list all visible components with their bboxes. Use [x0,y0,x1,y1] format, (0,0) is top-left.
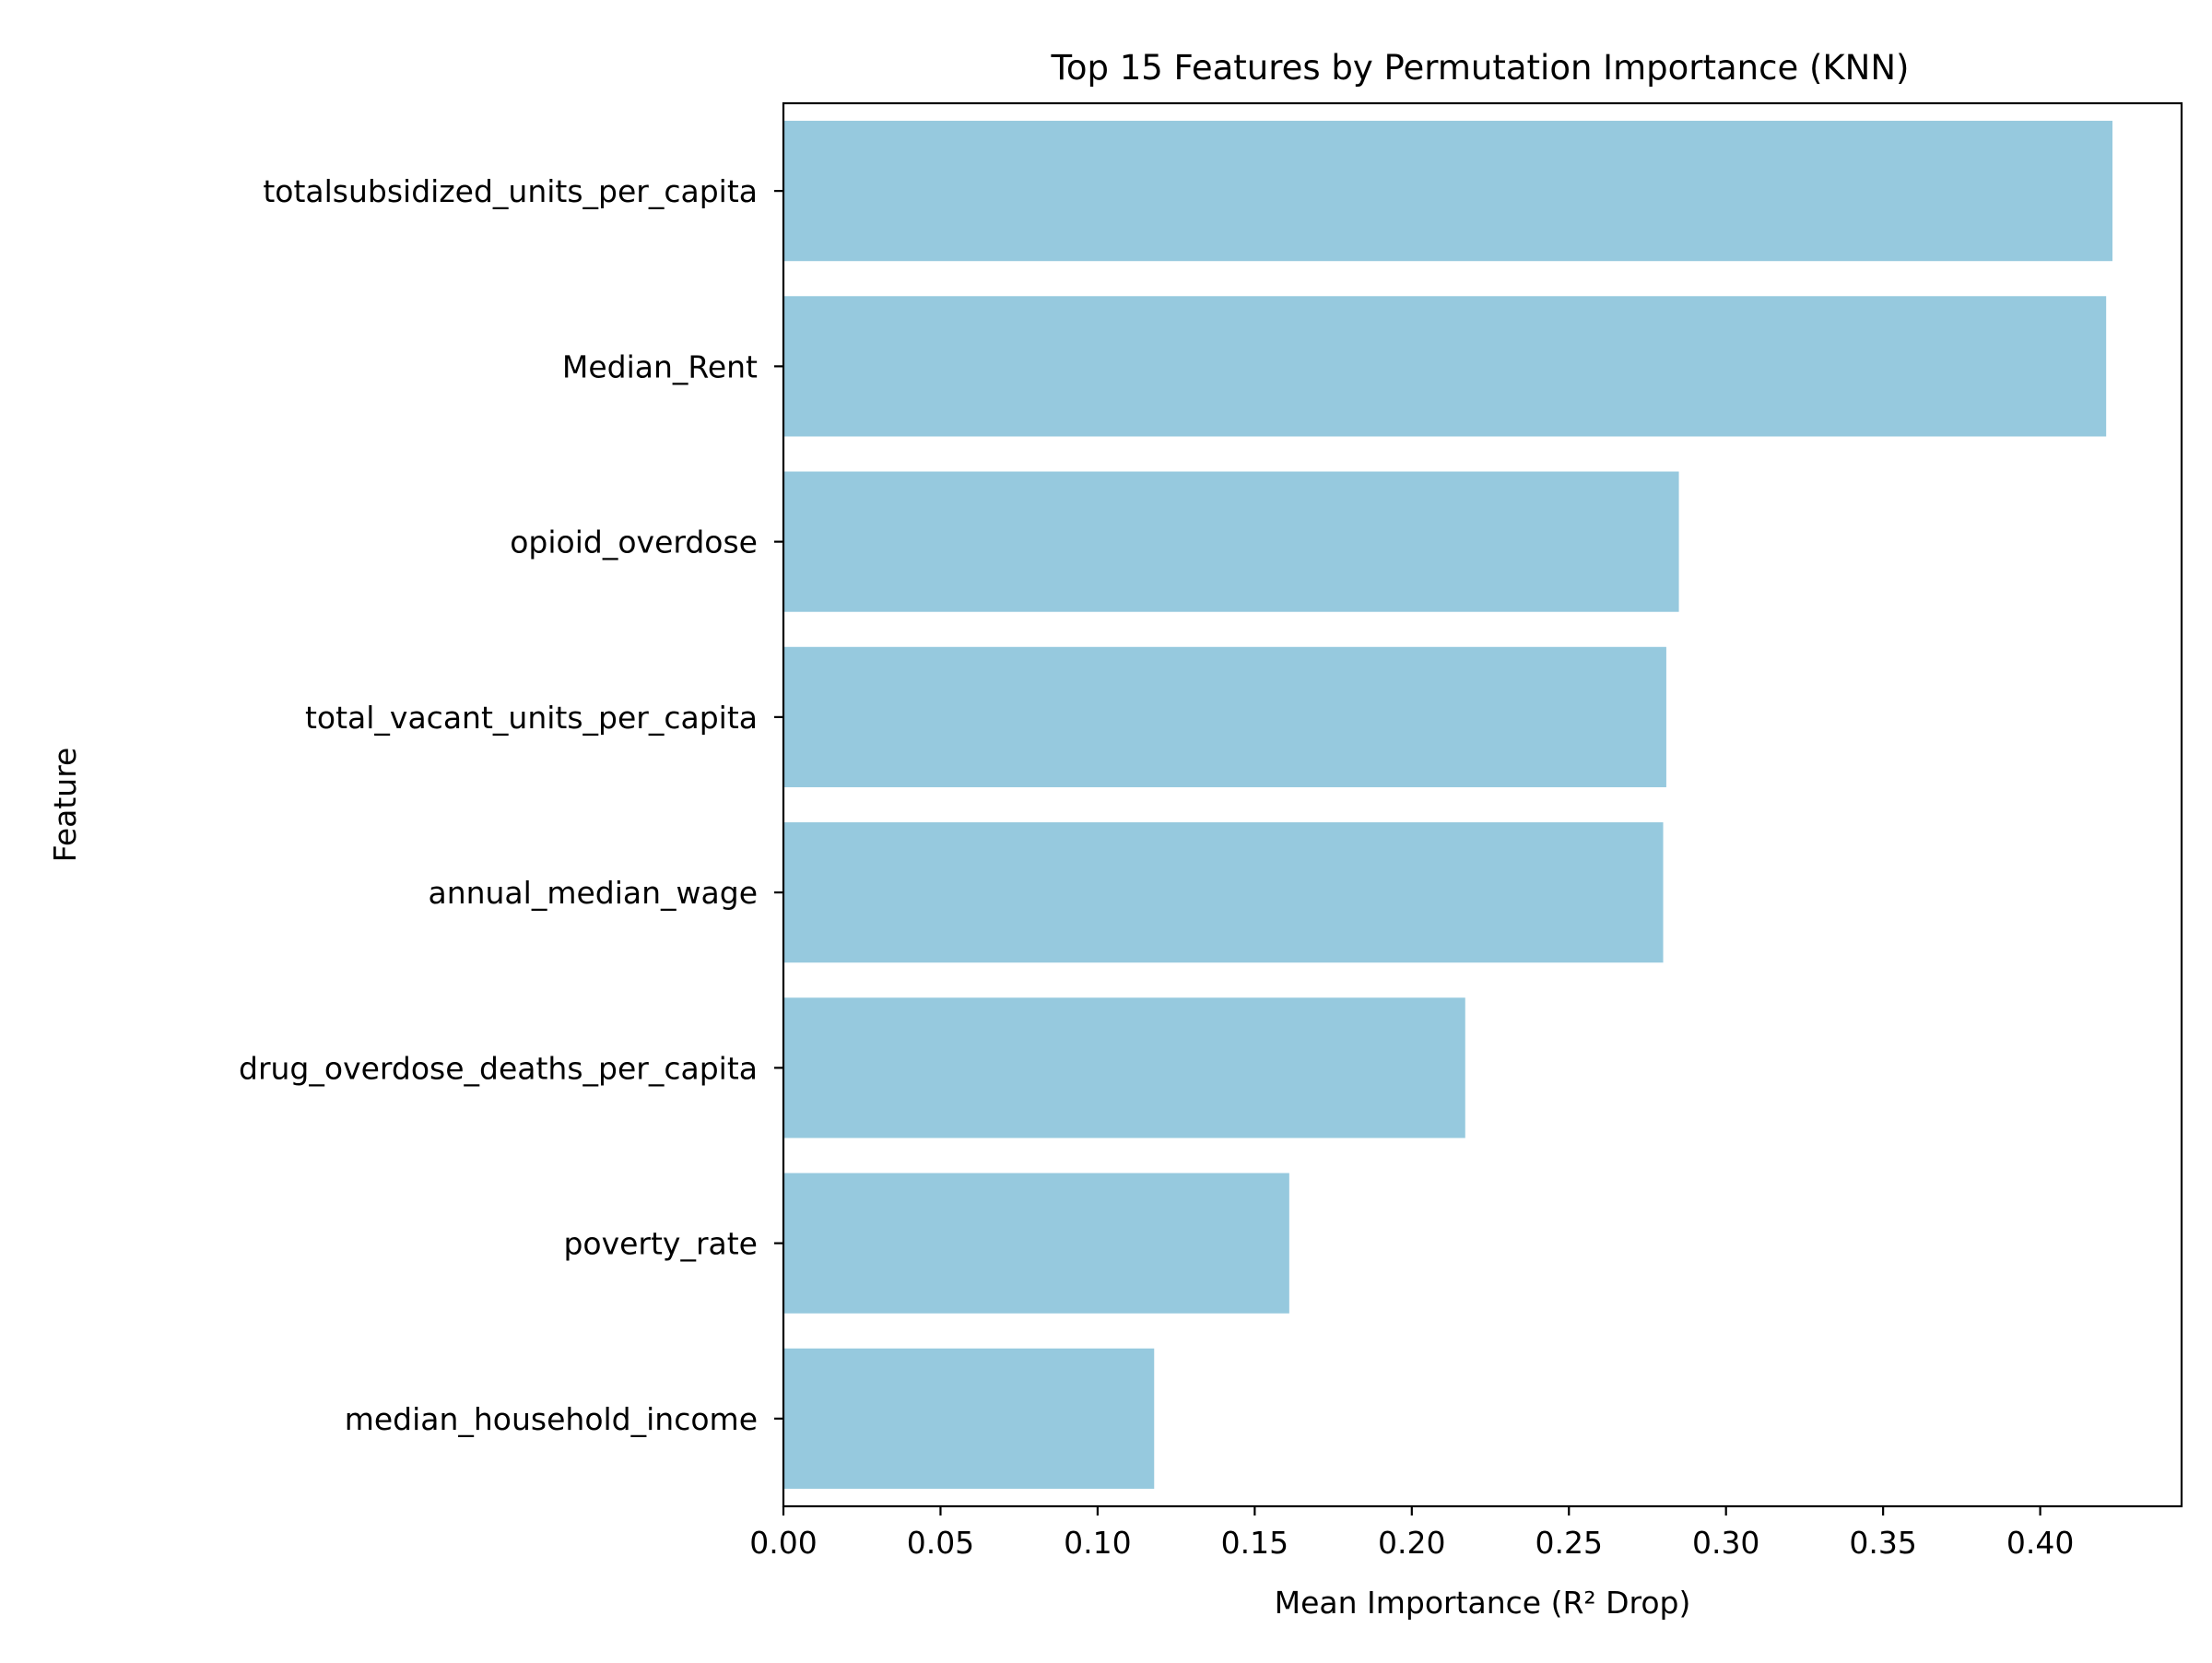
bar [783,1173,1289,1314]
y-tick-label: Median_Rent [562,348,758,384]
y-axis-label: Feature [47,748,83,863]
y-tick-label: median_household_income [345,1401,758,1437]
bar [783,296,2107,437]
plot-frame [782,101,2183,1508]
x-axis: 0.00 0.05 0.10 0.15 0.20 0.25 0.30 0.35 0.40 [749,1506,2074,1561]
y-tick-label: opioid_overdose [510,525,758,560]
x-tick-label: 0.00 [749,1525,817,1561]
y-tick-label: poverty_rate [563,1226,758,1262]
bar [783,1348,1155,1489]
x-tick-label: 0.20 [1378,1525,1445,1561]
bar [783,471,1679,612]
x-tick-label: 0.35 [1849,1525,1916,1561]
bar [783,121,2113,262]
y-tick-label: annual_median_wage [428,875,758,911]
bar [783,997,1465,1138]
y-tick-label: totalsubsidized_units_per_capita [263,173,758,209]
x-tick-label: 0.10 [1064,1525,1131,1561]
x-tick-label: 0.40 [2006,1525,2074,1561]
x-axis-label: Mean Importance (R² Drop) [1275,1585,1691,1621]
bars-layer [783,121,2113,1489]
x-tick-label: 0.30 [1692,1525,1759,1561]
y-axis: totalsubsidized_units_per_capita Median_R… [239,173,783,1437]
x-tick-label: 0.15 [1221,1525,1288,1561]
chart-title: Top 15 Features by Permutation Importanc… [1051,48,1910,88]
y-tick-label: drug_overdose_deaths_per_capita [239,1050,758,1086]
x-tick-label: 0.05 [907,1525,974,1561]
bar [783,646,1666,787]
x-tick-label: 0.25 [1535,1525,1603,1561]
y-tick-label: total_vacant_units_per_capita [305,700,758,736]
bar [783,822,1664,963]
